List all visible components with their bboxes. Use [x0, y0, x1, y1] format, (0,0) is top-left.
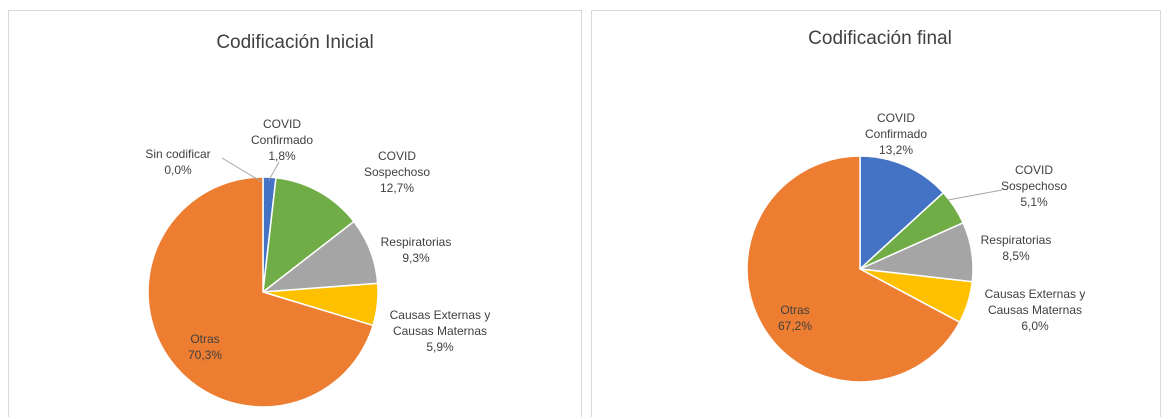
value-label: 12,7%: [379, 181, 415, 195]
value-label: 8,5%: [1002, 249, 1030, 263]
category-label: Otras: [190, 332, 220, 346]
value-label: 13,2%: [878, 143, 914, 157]
value-label: 6,0%: [1021, 319, 1049, 333]
value-label: 70,3%: [187, 348, 223, 362]
data-label: Otras 67,2%: [765, 302, 825, 334]
data-label: COVID Sospechoso 12,7%: [357, 148, 437, 196]
data-label: Causas Externas y Causas Maternas 5,9%: [380, 307, 500, 355]
data-label: COVID Confirmado 1,8%: [247, 116, 317, 164]
category-label: Otras: [780, 303, 810, 317]
value-label: 5,9%: [426, 340, 454, 354]
category-label: COVID Sospechoso: [1000, 163, 1068, 193]
value-label: 1,8%: [268, 149, 296, 163]
leader-line: [947, 189, 1003, 201]
data-label: COVID Confirmado 13,2%: [861, 110, 931, 158]
pie-slice: [147, 176, 374, 408]
data-label: Sin codificar 0,0%: [138, 146, 218, 178]
leader-line: [221, 157, 263, 183]
pie-slice: [746, 155, 961, 383]
category-label: COVID Confirmado: [250, 117, 314, 147]
leader-line: [268, 161, 280, 181]
data-label: COVID Sospechoso 5,1%: [994, 162, 1074, 210]
category-label: COVID Sospechoso: [363, 149, 431, 179]
category-label: Causas Externas y Causas Maternas: [389, 308, 491, 338]
value-label: 5,1%: [1020, 195, 1048, 209]
category-label: COVID Confirmado: [864, 111, 928, 141]
value-label: 0,0%: [164, 163, 192, 177]
data-label: Respiratorias 9,3%: [366, 234, 466, 266]
category-label: Respiratorias: [980, 233, 1052, 247]
data-label: Causas Externas y Causas Maternas 6,0%: [975, 286, 1095, 334]
category-label: Causas Externas y Causas Maternas: [984, 287, 1086, 317]
value-label: 67,2%: [777, 319, 813, 333]
pie-slice: [262, 176, 355, 294]
data-label: Respiratorias 8,5%: [966, 232, 1066, 264]
value-label: 9,3%: [402, 251, 430, 265]
chart-title: Codificación Inicial: [216, 32, 374, 53]
chart-title: Codificación final: [808, 28, 952, 49]
pie-slice: [859, 155, 945, 271]
category-label: Respiratorias: [380, 235, 452, 249]
category-label: Sin codificar: [145, 147, 211, 161]
data-label: Otras 70,3%: [175, 331, 235, 363]
